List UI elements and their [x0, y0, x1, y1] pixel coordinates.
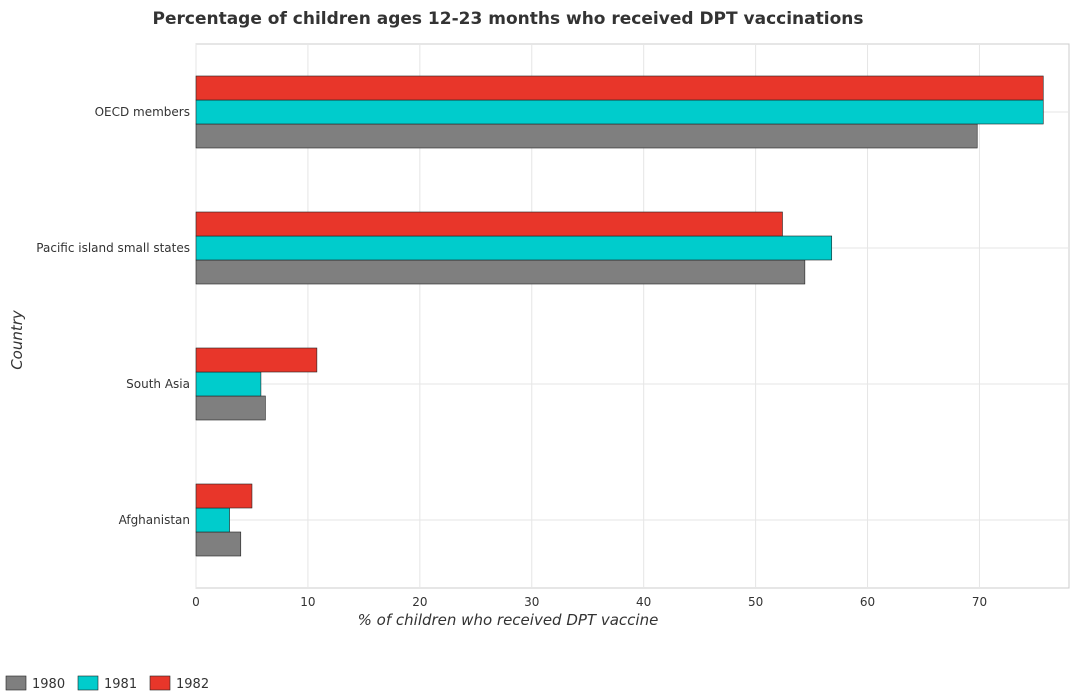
legend-label: 1981: [104, 677, 137, 692]
legend: 1980 1981 1982: [5, 675, 209, 692]
bar-1981: [195, 371, 262, 397]
chart-title: Percentage of children ages 12-23 months…: [153, 9, 864, 29]
x-tick-label: 70: [972, 595, 987, 609]
legend-label: 1980: [32, 677, 65, 692]
x-tick-label: 50: [748, 595, 763, 609]
y-axis-label: Country: [8, 309, 26, 370]
bar-1980: [195, 531, 242, 557]
bar-1980: [195, 395, 266, 421]
x-tick-label: 60: [860, 595, 875, 609]
bar-1982: [195, 211, 783, 237]
bar-1981: [195, 235, 833, 261]
legend-swatch: [149, 675, 171, 691]
bar-1981: [195, 99, 1044, 125]
x-tick-label: 0: [192, 595, 200, 609]
x-tick-label: 40: [636, 595, 651, 609]
legend-label: 1982: [176, 677, 209, 692]
legend-swatch: [5, 675, 27, 691]
y-tick-label: OECD members: [95, 105, 190, 119]
y-tick-label: South Asia: [126, 377, 190, 391]
y-tick-label: Afghanistan: [119, 513, 190, 527]
bar-1982: [195, 75, 1044, 101]
y-tick-label: Pacific island small states: [36, 241, 190, 255]
legend-item-1982: 1982: [149, 675, 209, 692]
legend-item-1980: 1980: [5, 675, 65, 692]
bar-1982: [195, 347, 318, 373]
bar-1980: [195, 259, 806, 285]
x-tick-label: 10: [300, 595, 315, 609]
plot-area: 0 10 20 30 40 50 60 70 OECD members Pacific islan…: [36, 43, 1070, 609]
bar-1982: [195, 483, 253, 509]
bar-1981: [195, 507, 230, 533]
bar-1980: [195, 123, 978, 149]
x-tick-label: 30: [524, 595, 539, 609]
legend-item-1981: 1981: [77, 675, 137, 692]
x-axis-label: % of children who received DPT vaccine: [358, 611, 659, 629]
x-tick-label: 20: [412, 595, 427, 609]
legend-swatch: [77, 675, 99, 691]
